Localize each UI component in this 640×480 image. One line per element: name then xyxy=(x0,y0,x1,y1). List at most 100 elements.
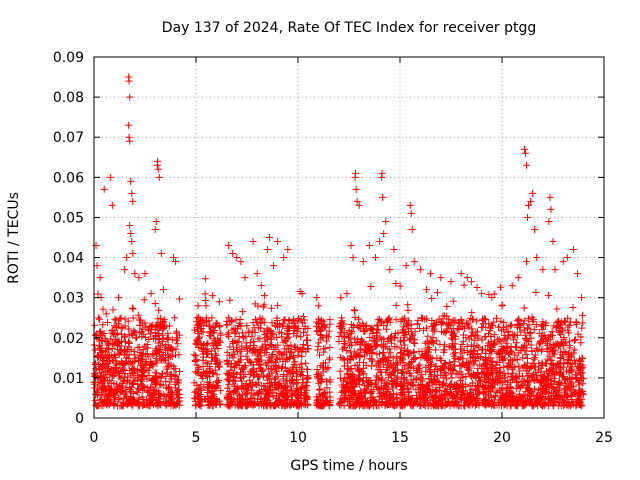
data-point xyxy=(95,315,103,323)
data-point xyxy=(191,326,199,334)
data-point xyxy=(94,389,102,397)
data-point xyxy=(97,362,105,370)
data-point xyxy=(326,316,334,324)
data-point xyxy=(413,320,421,328)
data-point xyxy=(135,274,143,282)
data-point xyxy=(424,332,432,340)
data-point xyxy=(168,375,176,383)
data-point xyxy=(454,390,462,398)
data-point xyxy=(166,370,174,378)
data-point xyxy=(158,370,166,378)
data-point xyxy=(411,397,419,405)
data-point xyxy=(170,254,178,262)
data-point xyxy=(175,394,183,402)
data-point xyxy=(115,351,123,359)
data-point xyxy=(131,270,139,278)
data-point xyxy=(540,388,548,396)
data-point xyxy=(253,318,261,326)
data-point xyxy=(260,371,268,379)
data-point xyxy=(275,328,283,336)
data-point xyxy=(249,238,257,246)
data-point xyxy=(506,383,514,391)
data-point xyxy=(230,324,238,332)
data-point xyxy=(428,338,436,346)
data-point xyxy=(121,332,129,340)
data-point xyxy=(400,351,408,359)
data-point xyxy=(119,364,127,372)
data-point xyxy=(225,314,233,322)
data-point xyxy=(409,332,417,340)
data-point xyxy=(458,349,466,357)
data-point xyxy=(567,363,575,371)
data-point xyxy=(356,391,364,399)
data-point xyxy=(463,274,471,282)
data-point xyxy=(234,402,242,410)
data-point xyxy=(440,341,448,349)
data-point xyxy=(376,238,384,246)
data-point xyxy=(283,335,291,343)
data-point xyxy=(206,328,214,336)
data-point xyxy=(382,400,390,408)
data-point xyxy=(99,321,107,329)
data-point xyxy=(162,354,170,362)
data-point xyxy=(485,366,493,374)
data-point xyxy=(96,396,104,404)
data-point xyxy=(278,322,286,330)
data-point xyxy=(270,345,278,353)
data-point xyxy=(532,321,540,329)
data-point xyxy=(474,390,482,398)
data-point xyxy=(577,339,585,347)
data-point xyxy=(575,397,583,405)
data-point xyxy=(419,326,427,334)
data-point xyxy=(432,346,440,354)
data-point xyxy=(437,274,445,282)
data-point xyxy=(242,344,250,352)
data-point xyxy=(362,340,370,348)
data-point xyxy=(347,352,355,360)
data-point xyxy=(520,145,528,153)
data-point xyxy=(541,359,549,367)
data-point xyxy=(508,365,516,373)
data-point xyxy=(407,321,415,329)
data-point xyxy=(427,270,435,278)
data-point xyxy=(406,201,414,209)
data-point xyxy=(314,396,322,404)
data-point xyxy=(426,388,434,396)
data-point xyxy=(464,319,472,327)
data-point xyxy=(236,319,244,327)
data-point xyxy=(354,367,362,375)
data-point xyxy=(355,201,363,209)
data-point xyxy=(538,332,546,340)
data-point xyxy=(431,392,439,400)
data-point xyxy=(569,246,577,254)
data-point xyxy=(247,386,255,394)
data-point xyxy=(263,329,271,337)
data-point xyxy=(121,338,129,346)
data-point xyxy=(117,375,125,383)
data-point xyxy=(415,388,423,396)
data-point xyxy=(156,381,164,389)
data-point xyxy=(245,376,253,384)
data-point xyxy=(123,357,131,365)
data-point xyxy=(366,377,374,385)
data-point xyxy=(233,254,241,262)
data-point xyxy=(363,401,371,409)
data-point xyxy=(554,360,562,368)
data-point xyxy=(353,197,361,205)
data-point xyxy=(236,347,244,355)
data-point xyxy=(565,341,573,349)
data-point xyxy=(225,332,233,340)
data-point xyxy=(424,402,432,410)
data-point xyxy=(326,376,334,384)
data-point xyxy=(215,298,223,306)
data-point xyxy=(418,347,426,355)
data-point xyxy=(345,374,353,382)
data-point xyxy=(552,388,560,396)
data-point xyxy=(216,387,224,395)
data-point xyxy=(247,359,255,367)
data-point xyxy=(287,388,295,396)
data-point xyxy=(448,380,456,388)
y-tick-label: 0.02 xyxy=(53,331,84,347)
data-point xyxy=(320,348,328,356)
data-point xyxy=(386,395,394,403)
